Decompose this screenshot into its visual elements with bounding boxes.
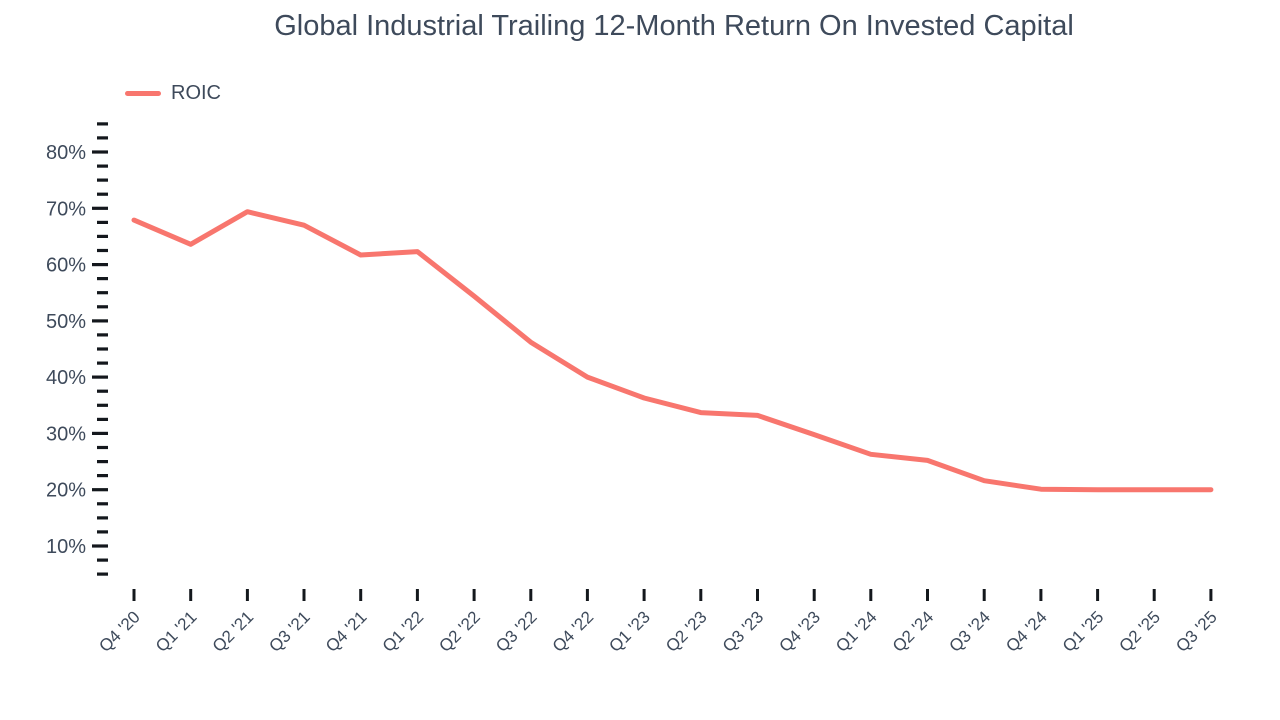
- y-tick-label: 10%: [46, 536, 86, 558]
- x-tick-label: Q4 '21: [322, 607, 370, 655]
- y-axis: 80% 70% 60% 50% 40% 30% 20% 10%: [46, 122, 108, 576]
- x-tick-label: Q2 '24: [889, 607, 937, 655]
- roic-line: [131, 209, 1214, 493]
- y-tick-label: 40%: [46, 367, 86, 389]
- x-tick-label: Q3 '21: [265, 607, 313, 655]
- legend-label: ROIC: [171, 82, 221, 104]
- x-tick-label: Q3 '25: [1172, 607, 1220, 655]
- legend-line-swatch: [125, 91, 161, 96]
- x-tick-label: Q3 '22: [492, 607, 540, 655]
- chart-title: Global Industrial Trailing 12-Month Retu…: [274, 10, 1074, 42]
- y-tick-label: 20%: [46, 480, 86, 502]
- x-tick-label: Q1 '21: [152, 607, 200, 655]
- x-tick-label: Q2 '22: [435, 607, 483, 655]
- x-tick-label: Q4 '22: [549, 607, 597, 655]
- x-tick-label: Q3 '23: [719, 607, 767, 655]
- y-tick-label: 30%: [46, 423, 86, 445]
- x-tick-label: Q2 '21: [209, 607, 257, 655]
- x-tick-label: Q1 '22: [379, 607, 427, 655]
- y-tick-label: 50%: [46, 311, 86, 333]
- y-tick-label: 60%: [46, 255, 86, 277]
- y-tick-label: 70%: [46, 198, 86, 220]
- x-tick-label: Q4 '20: [95, 607, 143, 655]
- x-tick-label: Q1 '24: [832, 607, 880, 655]
- legend: ROIC: [125, 82, 221, 105]
- x-tick-label: Q2 '23: [662, 607, 710, 655]
- x-axis: Q4 '20 Q1 '21 Q2 '21 Q3 '21 Q4 '21 Q1 '22 Q2 '…: [95, 589, 1221, 656]
- x-tick-label: Q4 '24: [1002, 607, 1050, 655]
- x-tick-label: Q4 '23: [776, 607, 824, 655]
- x-tick-label: Q1 '23: [605, 607, 653, 655]
- x-tick-label: Q1 '25: [1059, 607, 1107, 655]
- x-tick-label: Q2 '25: [1116, 607, 1164, 655]
- x-tick-label: Q3 '24: [946, 607, 994, 655]
- y-tick-label: 80%: [46, 142, 86, 164]
